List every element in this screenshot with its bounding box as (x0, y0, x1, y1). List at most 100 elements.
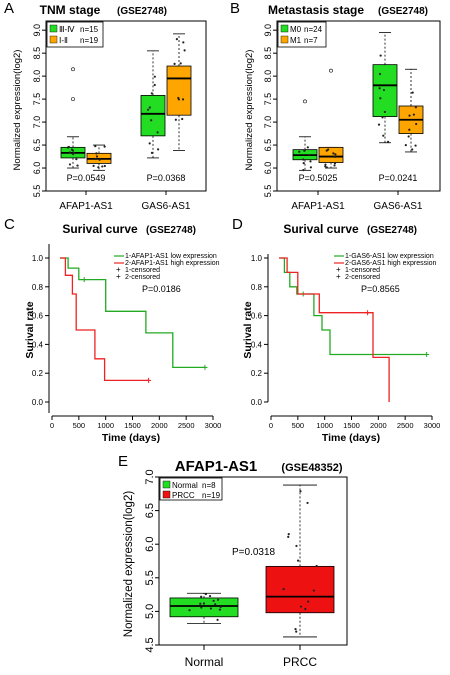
plot-frame (276, 20, 441, 192)
data-point (208, 594, 212, 598)
legend-n: n=15 (80, 25, 99, 34)
outlier-point (329, 68, 333, 73)
p-value: P=0.0368 (147, 173, 186, 183)
data-point (181, 98, 185, 101)
data-point (324, 163, 327, 166)
data-point (295, 544, 298, 548)
x-tick-label: 2000 (151, 421, 168, 430)
data-point (202, 602, 206, 605)
y-tick-label: 7.5 (32, 93, 42, 106)
y-axis: 5.5 6.0 6.5 7.0 7.5 8.0 8.5 9.0 (32, 24, 46, 197)
data-point (333, 164, 336, 167)
data-point (324, 165, 327, 168)
data-point (218, 608, 221, 611)
y-tick-label: 9.0 (32, 24, 42, 37)
data-point (303, 149, 306, 152)
data-point (181, 117, 184, 121)
data-point (414, 106, 417, 109)
data-point (381, 116, 384, 119)
y-axis-label: Normalized expression(log2) (244, 50, 255, 171)
legend-label: 1-AFAP1-AS1 low expression (125, 253, 217, 260)
data-point (304, 607, 307, 611)
data-point (68, 163, 72, 166)
legend: 1-GAS6-AS1 low expression 2-GAS6-AS1 hig… (334, 253, 437, 281)
box (318, 146, 344, 163)
data-point (287, 533, 290, 536)
y-tick-label: 8.5 (32, 47, 42, 60)
box (140, 95, 166, 137)
data-point (302, 158, 305, 161)
chart-subtitle: (GSE2748) (378, 6, 428, 17)
data-point (156, 131, 159, 134)
p-value: P=0.0549 (67, 173, 106, 183)
data-point (150, 119, 153, 122)
y-tick-label: 9.0 (263, 24, 273, 37)
data-point (148, 106, 151, 109)
data-point (386, 140, 390, 143)
x-tick-label: 3000 (205, 421, 222, 430)
x-tick-label: 1000 (97, 421, 114, 430)
x-tick-label: 2000 (370, 421, 387, 430)
data-point (148, 142, 151, 145)
data-point (312, 589, 315, 592)
y-tick-label: 0.6 (251, 312, 263, 321)
censor-mark: + (336, 272, 341, 281)
data-point (173, 62, 176, 65)
legend-label: 1-censored (345, 267, 380, 274)
legend: Ⅲ-Ⅳ n=15 Ⅰ-Ⅱ n=19 (46, 21, 104, 48)
legend-label: Ⅰ-Ⅱ (59, 36, 68, 45)
legend-swatch (162, 480, 171, 489)
y-axis-label: Surival rate (24, 301, 36, 358)
data-point (157, 148, 160, 151)
data-point (377, 123, 381, 126)
data-point (308, 153, 311, 157)
chart-title: Surival curve (62, 222, 138, 236)
data-point (383, 110, 386, 114)
box (169, 597, 239, 618)
data-point (411, 91, 414, 94)
data-point (332, 152, 335, 155)
x-tick-label: 3000 (424, 421, 441, 430)
survival-line (279, 257, 390, 402)
x-tick-label: 1500 (343, 421, 360, 430)
x-tick-label: AFAP1-AS1 (291, 201, 345, 212)
data-point (98, 158, 101, 161)
y-tick-label: 1.0 (251, 254, 263, 263)
survival-curves (279, 257, 430, 402)
data-point (75, 158, 78, 161)
plot-frame (158, 476, 348, 646)
data-point (306, 501, 309, 505)
y-axis: 5.5 6.0 6.5 7.0 7.5 8.0 8.5 9.0 (263, 24, 277, 197)
data-point (76, 164, 79, 167)
data-point (325, 166, 328, 169)
data-point (150, 92, 153, 95)
data-point (298, 150, 301, 153)
legend-label: PRCC (172, 491, 195, 500)
x-tick-label: 1000 (316, 421, 333, 430)
legend-label: 2-censored (345, 274, 380, 281)
y-axis-label: Surival rate (242, 301, 254, 358)
censor-mark: + (116, 265, 121, 274)
y-tick-label: 5.5 (263, 185, 273, 198)
chart-title: Surival curve (283, 222, 359, 236)
survival-line (60, 257, 149, 382)
data-point (71, 153, 75, 156)
y-tick-label: 7.0 (144, 469, 156, 484)
y-tick-label: 1.0 (32, 254, 44, 263)
y-tick-label: 6.5 (263, 139, 273, 152)
y-tick-label: 5.5 (144, 570, 156, 585)
data-point (103, 164, 106, 168)
y-tick-label: 6.5 (144, 503, 156, 518)
chart-subtitle: (GSE2748) (117, 6, 167, 17)
data-point (97, 166, 100, 169)
censor-mark: + (336, 265, 341, 274)
legend-swatch (49, 35, 58, 44)
legend-n: n=24 (304, 25, 323, 34)
data-point (68, 151, 71, 154)
y-tick-label: 5.5 (32, 185, 42, 198)
legend-label: Ⅲ-Ⅳ (59, 25, 75, 34)
legend: 1-AFAP1-AS1 low expression 2-AFAP1-AS1 h… (114, 253, 220, 281)
panel-e: E AFAP1-AS1 (GSE48352) Normalized expres… (118, 453, 348, 669)
data-point (378, 72, 382, 76)
y-tick-label: 6.5 (32, 139, 42, 152)
